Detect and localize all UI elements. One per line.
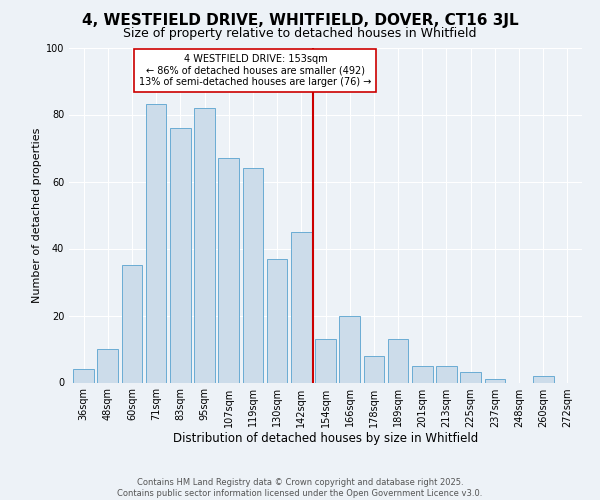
Bar <box>340 316 360 382</box>
Bar <box>388 339 409 382</box>
Bar <box>267 258 287 382</box>
Bar <box>194 108 215 382</box>
Bar <box>218 158 239 382</box>
Text: Contains HM Land Registry data © Crown copyright and database right 2025.
Contai: Contains HM Land Registry data © Crown c… <box>118 478 482 498</box>
Bar <box>146 104 166 382</box>
Bar <box>97 349 118 382</box>
Bar <box>460 372 481 382</box>
Bar <box>73 369 94 382</box>
Text: 4, WESTFIELD DRIVE, WHITFIELD, DOVER, CT16 3JL: 4, WESTFIELD DRIVE, WHITFIELD, DOVER, CT… <box>82 12 518 28</box>
Bar <box>315 339 336 382</box>
Bar <box>122 265 142 382</box>
Bar <box>436 366 457 382</box>
X-axis label: Distribution of detached houses by size in Whitfield: Distribution of detached houses by size … <box>173 432 478 446</box>
Y-axis label: Number of detached properties: Number of detached properties <box>32 128 41 302</box>
Bar <box>364 356 384 382</box>
Bar <box>485 379 505 382</box>
Bar <box>170 128 191 382</box>
Bar <box>412 366 433 382</box>
Text: Size of property relative to detached houses in Whitfield: Size of property relative to detached ho… <box>123 28 477 40</box>
Text: 4 WESTFIELD DRIVE: 153sqm
← 86% of detached houses are smaller (492)
13% of semi: 4 WESTFIELD DRIVE: 153sqm ← 86% of detac… <box>139 54 371 88</box>
Bar <box>291 232 311 382</box>
Bar <box>242 168 263 382</box>
Bar <box>533 376 554 382</box>
